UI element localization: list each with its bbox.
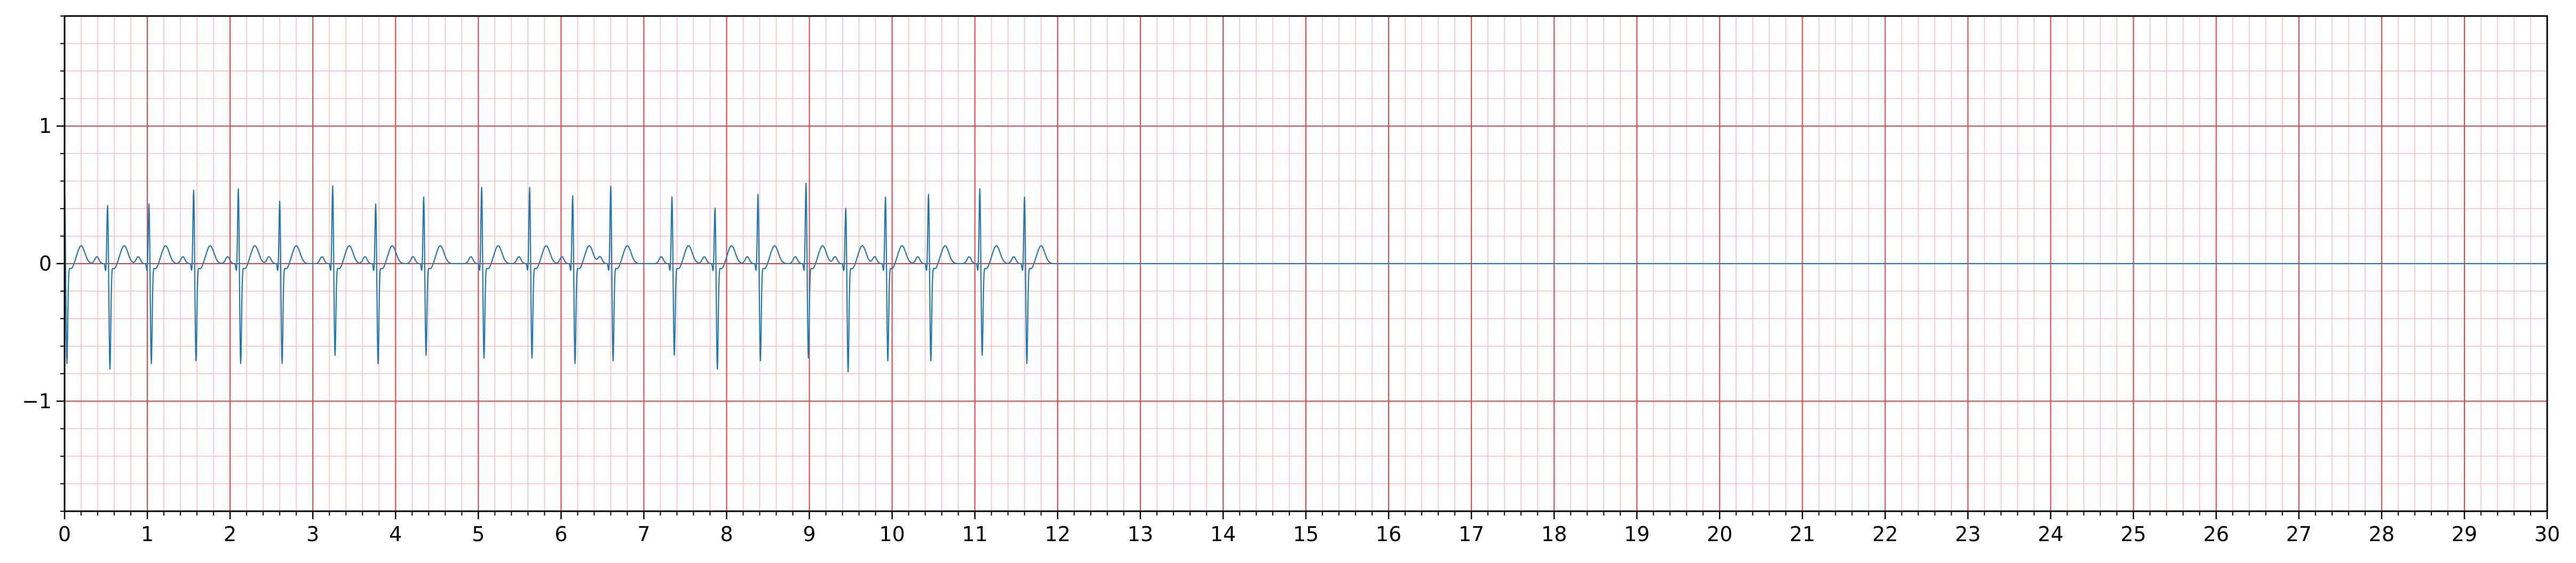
y-tick-label: −1 <box>22 390 52 413</box>
x-tick-label: 27 <box>2286 522 2312 546</box>
x-tick-label: 25 <box>2120 522 2146 546</box>
x-tick-label: 6 <box>554 522 567 546</box>
x-tick-label: 24 <box>2038 522 2063 546</box>
x-tick-label: 22 <box>1872 522 1898 546</box>
x-axis: 0 1 2 3 4 5 6 7 8 9 10 11 12 13 14 15 16 17 18 19 20 21 22 23 24… <box>58 511 2560 546</box>
y-axis: −1 0 1 <box>22 15 65 512</box>
x-tick-label: 17 <box>1459 522 1484 546</box>
x-tick-label: 28 <box>2369 522 2395 546</box>
x-tick-label: 4 <box>389 522 402 546</box>
plot-area <box>64 183 2547 372</box>
x-tick-label: 19 <box>1624 522 1650 546</box>
x-tick-label: 20 <box>1707 522 1732 546</box>
x-tick-label: 16 <box>1376 522 1401 546</box>
x-tick-label: 23 <box>1955 522 1980 546</box>
x-tick-label: 21 <box>1789 522 1815 546</box>
x-tick-label: 18 <box>1541 522 1567 546</box>
x-tick-label: 26 <box>2204 522 2229 546</box>
x-tick-label: 0 <box>58 522 71 546</box>
x-tick-label: 30 <box>2534 522 2560 546</box>
x-tick-label: 11 <box>962 522 988 546</box>
x-tick-label: 2 <box>224 522 236 546</box>
x-tick-label: 15 <box>1293 522 1319 546</box>
x-tick-label: 8 <box>720 522 733 546</box>
x-tick-label: 29 <box>2452 522 2477 546</box>
x-tick-label: 12 <box>1045 522 1071 546</box>
y-tick-label: 1 <box>39 114 52 138</box>
x-tick-label: 9 <box>803 522 816 546</box>
x-tick-label: 7 <box>637 522 650 546</box>
x-tick-label: 13 <box>1128 522 1153 546</box>
x-tick-label: 14 <box>1210 522 1236 546</box>
y-tick-label: 0 <box>39 252 52 275</box>
x-tick-label: 10 <box>879 522 905 546</box>
x-tick-label: 1 <box>141 522 154 546</box>
ecg-trace <box>64 183 1058 372</box>
x-tick-label: 5 <box>472 522 485 546</box>
x-tick-label: 3 <box>306 522 319 546</box>
